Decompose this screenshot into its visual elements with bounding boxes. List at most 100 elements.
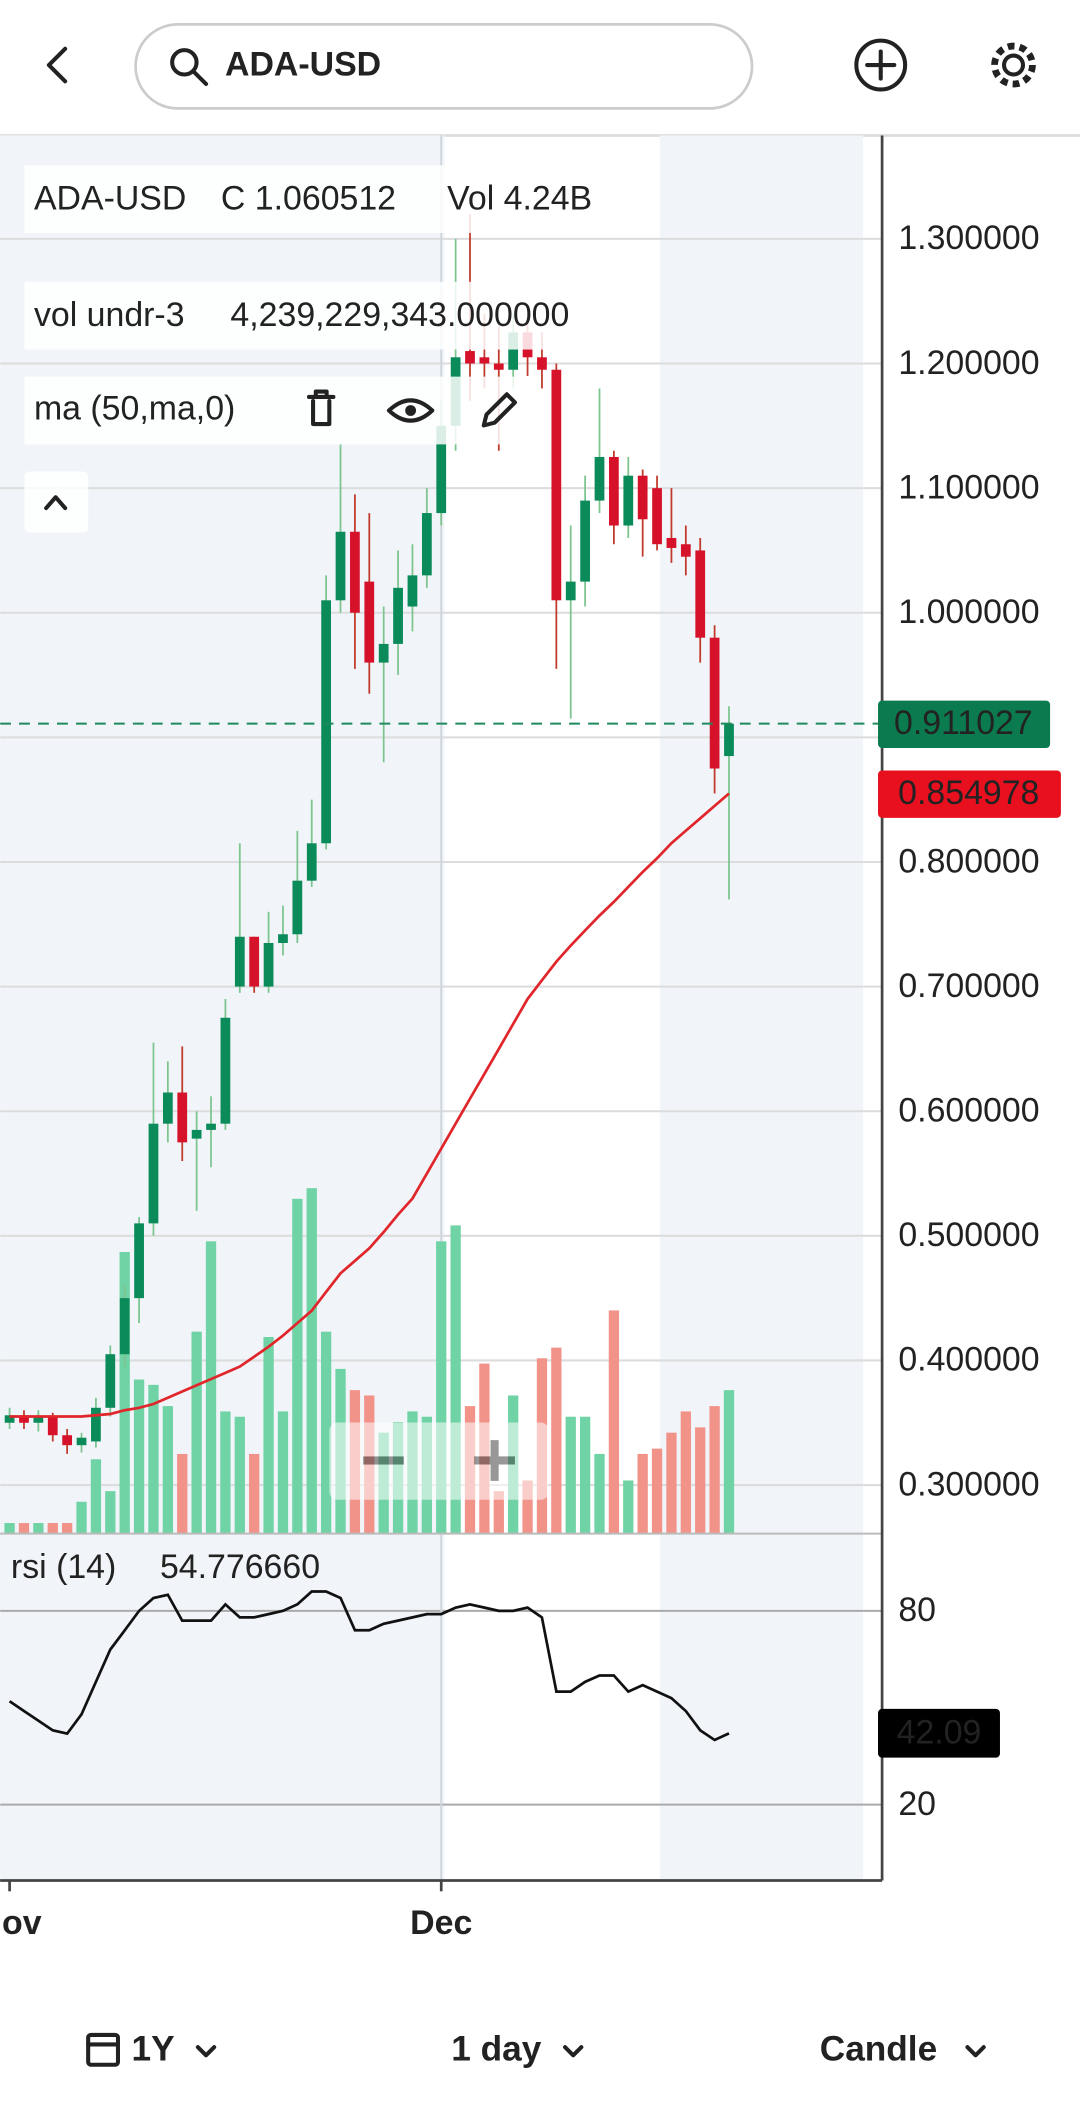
y-tick-label: 0.500000 <box>898 1216 1039 1254</box>
volume-bar <box>666 1432 677 1534</box>
legend-box <box>24 281 628 350</box>
volume-bar <box>191 1331 202 1534</box>
volume-bar <box>637 1453 648 1534</box>
candle-body <box>407 575 418 607</box>
toggle-visibility[interactable] <box>386 398 435 423</box>
back-button[interactable] <box>46 46 68 84</box>
candle-body <box>220 1017 231 1124</box>
volume-bar <box>249 1453 260 1534</box>
volume-bar <box>680 1411 691 1534</box>
zoom-out[interactable] <box>363 1456 404 1465</box>
edit-indicator[interactable] <box>481 392 517 428</box>
candle-body <box>436 425 447 514</box>
candle-body <box>666 537 677 548</box>
volume-bar <box>651 1448 663 1534</box>
rsi-tick-label: 20 <box>898 1785 936 1823</box>
candle-body <box>465 351 475 364</box>
candle-body <box>91 1407 101 1442</box>
range-selector[interactable]: 1Y <box>132 2029 175 2068</box>
candle-body <box>249 936 260 987</box>
candle-body <box>580 500 590 582</box>
y-tick-label: 0.300000 <box>898 1465 1039 1503</box>
volume-bar <box>90 1459 102 1534</box>
ma-label: 0.854978 <box>898 774 1039 812</box>
candle-body <box>623 475 634 526</box>
chart-style-selector[interactable]: Candle <box>820 2029 937 2068</box>
candle-body <box>479 357 490 364</box>
volume-bar <box>133 1379 145 1534</box>
candle-body <box>191 1129 202 1139</box>
volume-bar <box>205 1241 217 1534</box>
volume-bar <box>4 1523 15 1534</box>
rsi-value: 54.776660 <box>160 1548 320 1586</box>
collapse-button[interactable] <box>24 471 89 533</box>
delete-indicator[interactable] <box>306 389 336 427</box>
volume-bar <box>306 1188 317 1534</box>
volume-bar <box>320 1331 332 1534</box>
candle-body <box>421 513 432 576</box>
y-tick-label: 1.300000 <box>898 219 1039 257</box>
search-box[interactable] <box>134 23 754 110</box>
add-button[interactable] <box>854 38 908 92</box>
zoom-in[interactable] <box>474 1440 515 1481</box>
volume-bar <box>277 1411 289 1534</box>
candle-body <box>537 357 547 370</box>
candle-body <box>62 1435 73 1446</box>
candle-body <box>709 637 720 769</box>
volume-bar <box>119 1251 130 1534</box>
candle-body <box>393 587 403 644</box>
volume-bar <box>579 1416 591 1534</box>
rsi-tick-label: 80 <box>898 1591 936 1629</box>
search-text[interactable]: ADA-USD <box>225 45 381 83</box>
overlay: 0.300000 0.400000 0.500000 0.600000 0.700000… <box>0 219 1061 1942</box>
legend-close: C 1.060512 <box>221 179 396 217</box>
last-price-label: 0.911027 <box>894 704 1033 742</box>
candle-body <box>278 934 288 943</box>
candle-body <box>105 1354 116 1408</box>
candle-body <box>594 456 605 501</box>
candle-body <box>321 600 332 844</box>
y-tick-label: 1.200000 <box>898 344 1039 382</box>
ma-badge <box>878 770 1061 818</box>
volume-bar <box>61 1523 73 1534</box>
candle-body <box>724 723 734 757</box>
legend-box <box>24 376 526 445</box>
legend-symbol: ADA-USD <box>34 179 186 217</box>
volume-bar <box>148 1384 159 1534</box>
volume-bar <box>234 1416 245 1534</box>
volume-bar <box>623 1480 634 1534</box>
volume-bar <box>76 1501 87 1534</box>
last-price-badge <box>878 700 1051 749</box>
volume-bar <box>177 1453 188 1534</box>
y-tick-label: 0.600000 <box>898 1092 1039 1130</box>
collapse-icon <box>44 495 68 511</box>
interval-selector[interactable]: 1 day <box>451 2029 541 2068</box>
volume-bar <box>608 1310 620 1534</box>
candle-body <box>19 1415 29 1423</box>
volume-bar <box>565 1416 576 1534</box>
candle-body <box>33 1416 44 1423</box>
candle-body <box>47 1416 58 1436</box>
candle-body <box>609 456 619 526</box>
search-icon-handle <box>191 69 209 87</box>
rsi-name: rsi (14) <box>11 1548 116 1586</box>
volume-indicator-name: vol undr-3 <box>34 296 185 334</box>
dropdown-icon <box>563 2045 584 2058</box>
candle-body <box>4 1415 15 1423</box>
candle-body <box>292 880 303 935</box>
rsi-badge <box>878 1708 1000 1758</box>
x-tick-label: Nov <box>0 1904 42 1942</box>
legend-box <box>24 165 621 234</box>
search-icon <box>170 48 199 77</box>
y-tick-label: 0.700000 <box>898 967 1039 1005</box>
volume-bar <box>450 1225 461 1534</box>
moving-average-line <box>9 792 730 1418</box>
volume-bar <box>709 1406 720 1534</box>
candle-body <box>234 936 245 987</box>
candle-body <box>177 1092 188 1143</box>
volume-bar <box>47 1523 58 1534</box>
candle-body <box>493 363 504 370</box>
candle-body <box>637 475 648 520</box>
settings-button[interactable] <box>991 42 1036 88</box>
